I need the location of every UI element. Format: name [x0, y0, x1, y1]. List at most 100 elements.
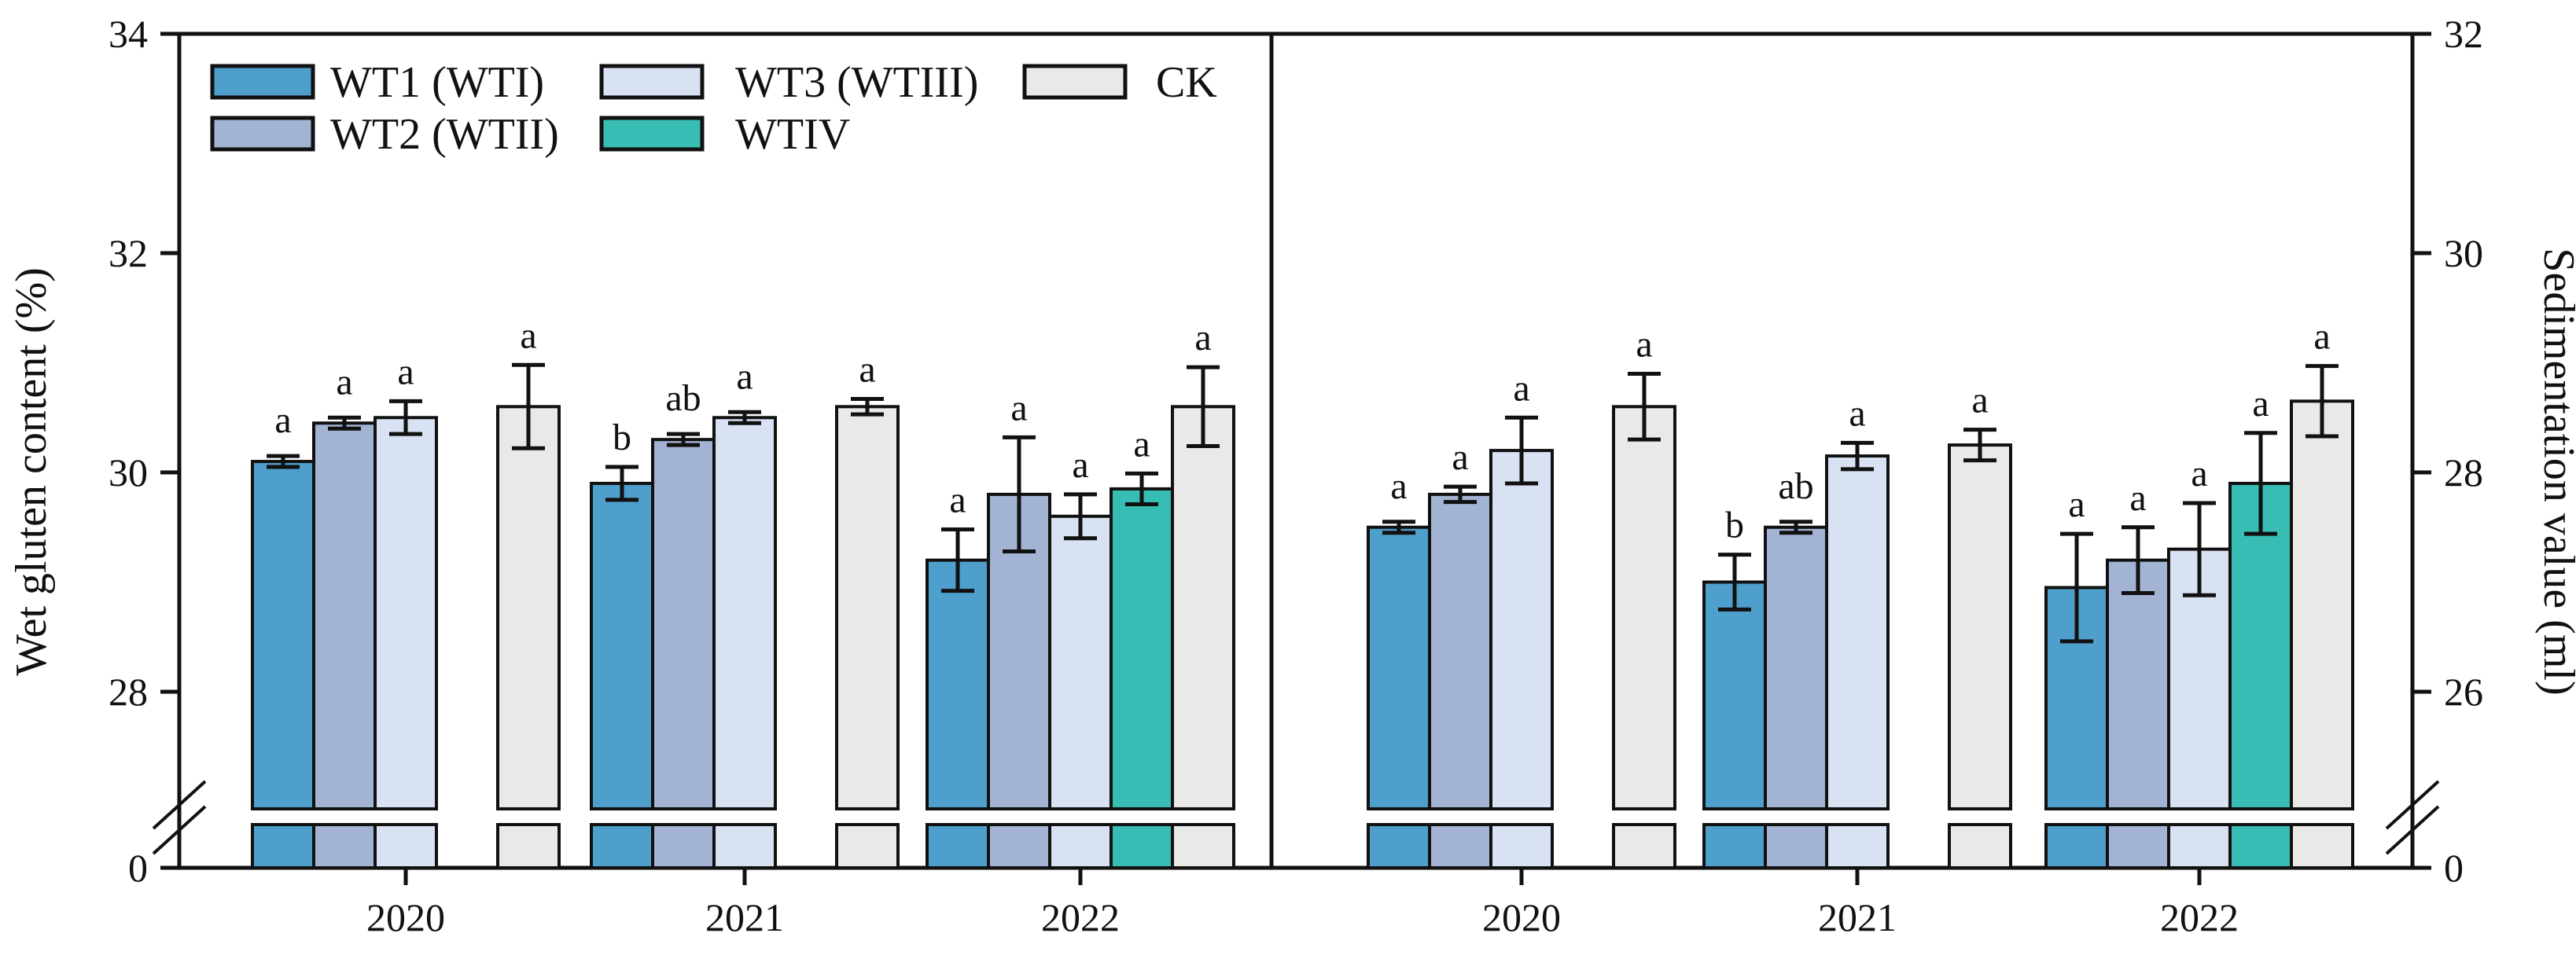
bar-stub	[374, 823, 438, 869]
bar-stub	[2106, 823, 2170, 869]
bar-wtiv-2022	[1110, 487, 1174, 810]
bar-stub	[1489, 823, 1554, 869]
bar-stub	[1702, 823, 1767, 869]
significance-letter: a	[274, 399, 291, 441]
bar-ck-2021	[1948, 443, 2012, 810]
legend-label: WTIV	[735, 110, 850, 159]
bar-wt3-2022	[1048, 514, 1113, 810]
significance-letter: a	[1849, 392, 1865, 434]
significance-letter: a	[1452, 436, 1468, 478]
bar-stub	[1764, 823, 1828, 869]
legend-label: WT2 (WTII)	[330, 110, 559, 159]
bar-ck-2022	[2290, 399, 2354, 810]
bar-wt1-2021	[1702, 580, 1767, 810]
significance-letter: ab	[665, 377, 701, 419]
bar-stub	[1110, 823, 1174, 869]
significance-letter: a	[949, 480, 966, 521]
significance-letter: a	[2191, 453, 2207, 494]
bar-wt2-2020	[312, 421, 377, 810]
bar-stub	[1171, 823, 1235, 869]
bar-wt2-2021	[651, 438, 716, 811]
y-tick-label: 28	[109, 670, 148, 714]
legend-swatch-wt1	[210, 64, 315, 100]
bar-wt1-2020	[251, 460, 315, 810]
x-tick-label-year: 2022	[1041, 895, 1120, 939]
bar-wt3-2020	[1489, 449, 1554, 810]
bar-stub	[651, 823, 716, 869]
y-zero-label: 0	[128, 846, 148, 890]
bar-stub	[590, 823, 654, 869]
axis-break-slash	[2385, 780, 2440, 830]
significance-letter: a	[859, 349, 875, 391]
y-tick-label: 34	[109, 12, 148, 56]
y-zero-label: 0	[2444, 846, 2464, 890]
bar-ck-2020	[496, 405, 561, 810]
x-tick-label-year: 2020	[366, 895, 445, 939]
bar-stub	[496, 823, 561, 869]
bar-stub	[2167, 823, 2232, 869]
legend-swatch-wtiv	[599, 116, 705, 152]
bar-ck-2021	[835, 405, 900, 810]
significance-letter: a	[1390, 465, 1407, 507]
significance-letter: a	[2068, 483, 2085, 525]
significance-letter: a	[736, 355, 753, 397]
x-tick-label-year: 2021	[1818, 895, 1897, 939]
significance-letter: a	[1133, 423, 1150, 465]
y-tick-label: 32	[2444, 12, 2483, 56]
bar-stub	[926, 823, 990, 869]
y-tick-label: 26	[2444, 670, 2483, 714]
y-tick-label: 30	[2444, 231, 2483, 275]
x-tick-label-year: 2022	[2160, 895, 2239, 939]
significance-letter: a	[336, 361, 352, 402]
significance-letter: a	[397, 351, 414, 392]
bar-stub	[2228, 823, 2293, 869]
significance-letter: a	[1513, 367, 1529, 409]
significance-letter: a	[1072, 444, 1088, 486]
y-tick-label: 32	[109, 231, 148, 275]
legend-label: WT3 (WTIII)	[735, 58, 978, 107]
bar-stub	[1367, 823, 1431, 869]
legend-swatch-ck	[1022, 64, 1128, 100]
bar-stub	[1048, 823, 1113, 869]
significance-letter: a	[1636, 323, 1652, 365]
y-tick-label: 30	[109, 450, 148, 494]
bar-stub	[987, 823, 1051, 869]
significance-letter: a	[1971, 380, 1988, 421]
legend-swatch-wt2	[210, 116, 315, 152]
bar-stub	[1948, 823, 2012, 869]
bar-wtiv-2022	[2228, 481, 2293, 810]
axis-break-slash	[2385, 805, 2440, 855]
bar-stub	[712, 823, 777, 869]
bar-stub	[2044, 823, 2109, 869]
bar-wt3-2021	[1825, 454, 1890, 810]
bar-wt2-2020	[1428, 492, 1492, 811]
bar-wt3-2021	[712, 416, 777, 810]
significance-letter: b	[613, 417, 631, 458]
bar-stub	[1825, 823, 1890, 869]
significance-letter: ab	[1778, 465, 1813, 507]
bar-ck-2020	[1612, 405, 1676, 810]
bar-stub	[312, 823, 377, 869]
x-tick-label-year: 2021	[705, 895, 784, 939]
significance-letter: a	[2252, 383, 2269, 424]
left-axis-title: Wet gluten content (%)	[7, 267, 56, 676]
bar-wt2-2021	[1764, 525, 1828, 810]
significance-letter: a	[2313, 316, 2330, 358]
bar-stub	[1612, 823, 1676, 869]
right-axis-title: Sedimentation value (ml)	[2534, 248, 2576, 695]
bar-ck-2022	[1171, 405, 1235, 810]
plot-border	[177, 31, 2415, 870]
bar-stub	[835, 823, 900, 869]
significance-letter: b	[1725, 505, 1744, 546]
significance-letter: a	[2129, 477, 2146, 519]
bar-wt1-2022	[926, 558, 990, 810]
bar-stub	[251, 823, 315, 869]
significance-letter: a	[1194, 317, 1211, 358]
legend-label: WT1 (WTI)	[330, 58, 544, 107]
legend-swatch-wt3	[599, 64, 705, 100]
legend-label: CK	[1156, 58, 1217, 107]
bar-wt1-2021	[590, 481, 654, 810]
bar-wt3-2020	[374, 416, 438, 810]
